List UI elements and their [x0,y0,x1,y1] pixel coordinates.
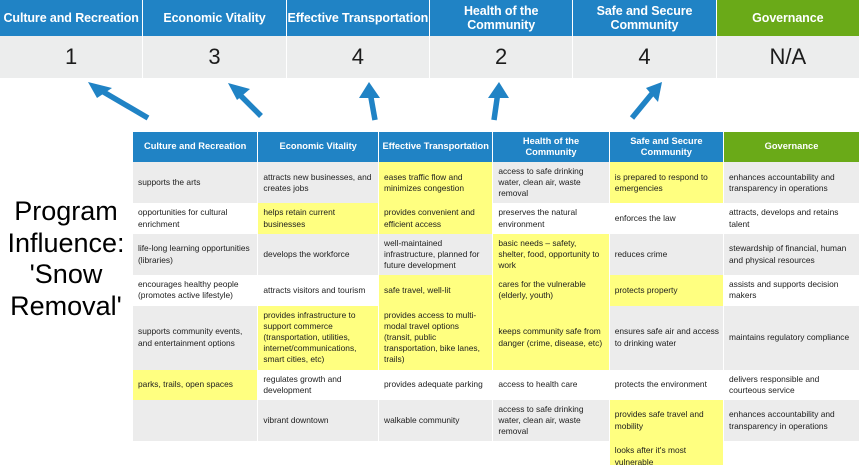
matrix-column-header-health-of-the-community: Health of the Community [492,132,610,162]
matrix-cell-r1-c6: enhances accountability and transparency… [723,161,859,204]
scorecard-header-health-of-the-community: Health of the Community [429,0,574,36]
scorecard-value-health-of-the-community: 2 [430,36,574,78]
matrix-cell-r8-c2 [257,441,380,465]
matrix-cell-r8-c5: looks after it's most vulnerable [609,441,725,465]
matrix-column-header-governance: Governance [723,132,859,162]
matrix-cell-r2-c4: preserves the natural environment [492,203,610,234]
matrix-cell-r4-c1: encourages healthy people (promotes acti… [133,275,259,306]
matrix-cell-r6-c3: provides adequate parking [378,369,494,400]
matrix-cell-r1-c3: eases traffic flow and minimizes congest… [378,161,494,204]
matrix-column-header-safe-and-secure-community: Safe and Secure Community [609,132,725,162]
matrix-cell-r5-c5: ensures safe air and access to drinking … [609,305,725,370]
matrix-cell-r4-c4: cares for the vulnerable (elderly, youth… [492,275,610,306]
scorecard-value-culture-and-recreation: 1 [0,36,144,78]
matrix-cell-r6-c6: delivers responsible and courteous servi… [723,369,859,400]
matrix-cell-r7-c3: walkable community [378,399,494,442]
community-outcomes-matrix: Culture and Recreation Economic Vitality E… [133,132,859,465]
matrix-cell-r4-c5: protects property [609,275,725,306]
matrix-cell-r5-c1: supports community events, and entertain… [133,305,259,370]
arrow-up-health-of-the-community [488,82,509,121]
page-title-text: Program Influence: 'Snow Removal' [7,196,125,321]
matrix-cell-r2-c5: enforces the law [609,203,725,234]
matrix-cell-r7-c2: vibrant downtown [257,399,380,442]
table-row: vibrant downtown walkable community access… [133,399,859,442]
matrix-cell-r1-c5: is prepared to respond to emergencies [609,161,725,204]
matrix-cell-r5-c3: provides access to multi-modal travel op… [378,305,494,370]
matrix-cell-r7-c5: provides safe travel and mobility [609,399,725,442]
matrix-cell-r7-c6: enhances accountability and transparency… [723,399,859,442]
matrix-cell-r7-c4: access to safe drinking water, clean air… [492,399,610,442]
matrix-cell-r4-c2: attracts visitors and tourism [257,275,380,306]
matrix-header-row: Culture and Recreation Economic Vitality E… [133,132,859,162]
scorecard-header-safe-and-secure-community: Safe and Secure Community [573,0,717,36]
matrix-cell-r2-c3: provides convenient and efficient access [378,203,494,234]
matrix-cell-r5-c2: provides infrastructure to support comme… [257,305,380,370]
scorecard-header-governance: Governance [716,0,859,36]
matrix-cell-r4-c3: safe travel, well-lit [378,275,494,306]
matrix-body: supports the arts attracts new businesses… [133,161,859,465]
table-row: looks after it's most vulnerable [133,441,859,465]
matrix-cell-r3-c5: reduces crime [609,233,725,276]
matrix-cell-r4-c6: assists and supports decision makers [723,275,859,306]
table-row: opportunities for cultural enrichment hel… [133,203,859,234]
scorecard-value-row: 1 3 4 2 4 N/A [0,36,859,78]
matrix-cell-r3-c6: stewardship of financial, human and phys… [723,233,859,276]
matrix-cell-r2-c1: opportunities for cultural enrichment [133,203,259,234]
matrix-cell-r1-c4: access to safe drinking water, clean air… [492,161,610,204]
page-title: Program Influence: 'Snow Removal' [0,196,132,322]
matrix-cell-r3-c3: well-maintained infrastructure, planned … [378,233,494,276]
scorecard-value-safe-and-secure-community: 4 [573,36,717,78]
arrow-up-left-economic-vitality [228,83,263,118]
matrix-cell-r8-c6 [723,441,859,465]
matrix-column-header-effective-transportation: Effective Transportation [378,132,494,162]
matrix-column-header-culture-and-recreation: Culture and Recreation [133,132,259,162]
matrix-cell-r3-c2: develops the workforce [257,233,380,276]
influence-arrows-group [0,78,859,133]
matrix-cell-r6-c4: access to health care [492,369,610,400]
table-row: supports community events, and entertain… [133,305,859,370]
matrix-cell-r2-c6: attracts, develops and retains talent [723,203,859,234]
matrix-cell-r6-c2: regulates growth and development [257,369,380,400]
table-row: life-long learning opportunities (librar… [133,233,859,276]
matrix-cell-r8-c3 [378,441,494,465]
scorecard-header-row: Culture and Recreation Economic Vitality E… [0,0,859,36]
matrix-cell-r6-c1: parks, trails, open spaces [133,369,259,400]
arrow-up-right-safe-and-secure-community [629,82,662,120]
arrow-up-left-culture-and-recreation [88,82,150,121]
scorecard-summary: Culture and Recreation Economic Vitality E… [0,0,859,78]
matrix-cell-r1-c1: supports the arts [133,161,259,204]
arrow-up-effective-transportation [359,82,380,121]
table-row: encourages healthy people (promotes acti… [133,275,859,306]
matrix-cell-r2-c2: helps retain current businesses [257,203,380,234]
scorecard-header-culture-and-recreation: Culture and Recreation [0,0,144,36]
matrix-cell-r5-c6: maintains regulatory compliance [723,305,859,370]
matrix-cell-r5-c4: keeps community safe from danger (crime,… [492,305,610,370]
scorecard-header-effective-transportation: Effective Transportation [286,0,430,36]
matrix-cell-r1-c2: attracts new businesses, and creates job… [257,161,380,204]
matrix-cell-r8-c1 [133,441,259,465]
matrix-cell-r8-c4 [492,441,610,465]
scorecard-value-effective-transportation: 4 [287,36,430,78]
scorecard-header-economic-vitality: Economic Vitality [143,0,287,36]
matrix-cell-r3-c4: basic needs – safety, shelter, food, opp… [492,233,610,276]
scorecard-value-economic-vitality: 3 [143,36,287,78]
table-row: parks, trails, open spaces regulates grow… [133,369,859,400]
matrix-cell-r7-c1 [133,399,259,442]
matrix-column-header-economic-vitality: Economic Vitality [257,132,380,162]
matrix-cell-r3-c1: life-long learning opportunities (librar… [133,233,259,276]
matrix-cell-r6-c5: protects the environment [609,369,725,400]
scorecard-value-governance: N/A [769,44,807,69]
table-row: supports the arts attracts new businesses… [133,161,859,204]
